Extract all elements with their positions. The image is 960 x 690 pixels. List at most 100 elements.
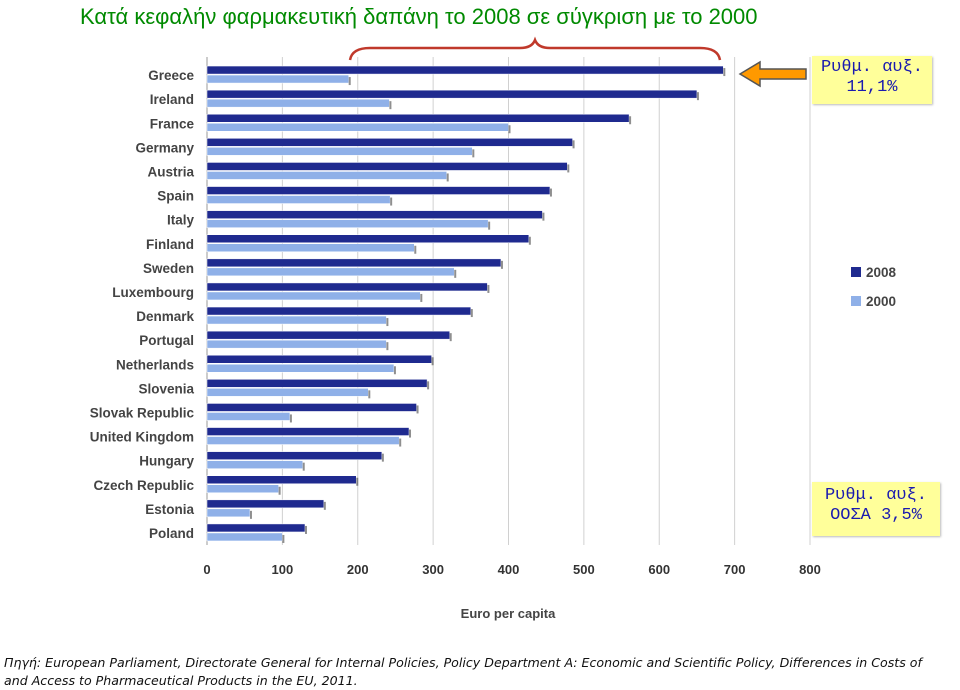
category-labels: Greece Ireland France Germany Austria Spain It…: [90, 68, 195, 541]
oecd-callout-line1: Ρυθμ. αυξ.: [824, 486, 928, 505]
category-label: Italy: [167, 213, 195, 228]
bar-2000-spain: [206, 195, 391, 204]
x-tick-label: 600: [648, 562, 670, 577]
bar-chart: Greece Ireland France Germany Austria Spain It…: [90, 36, 897, 621]
source-note: Πηγή: European Parliament, Directorate G…: [4, 655, 922, 688]
bar-shadow: [302, 462, 305, 471]
bar-shadow: [427, 381, 430, 390]
bar-2000-hungary: [206, 460, 303, 469]
bar-shadow: [488, 221, 491, 230]
bar-shadow: [629, 116, 632, 125]
x-tick-label: 500: [573, 562, 595, 577]
greece-callout-line2: 11,1%: [846, 78, 898, 97]
bar-2008-austria: [206, 162, 568, 171]
oecd-callout-line2: ΟΟΣΑ 3,5%: [830, 506, 922, 525]
x-tick-label: 0: [203, 562, 210, 577]
bar-2000-poland: [206, 532, 283, 542]
category-label: France: [150, 116, 195, 131]
bar-shadow: [696, 92, 699, 101]
bar-shadow: [368, 390, 371, 399]
bar-shadow: [472, 149, 475, 158]
legend-swatch-2000: [851, 296, 861, 306]
bar-2000-austria: [206, 171, 447, 180]
x-tick-label: 300: [422, 562, 444, 577]
page-title: Κατά κεφαλήν φαρμακευτική δαπάνη το 2008…: [80, 4, 758, 29]
bar-2000-czech-republic: [206, 484, 279, 493]
bar-2000-united-kingdom: [206, 436, 400, 445]
bar-2008-italy: [206, 210, 543, 219]
bar-2008-ireland: [206, 89, 698, 99]
bar-2000-luxembourg: [206, 291, 421, 301]
bar-shadow: [393, 366, 396, 375]
bar-2008-luxembourg: [206, 282, 488, 292]
category-label: United Kingdom: [90, 430, 194, 445]
legend-label-2008: 2008: [866, 265, 897, 280]
bar-2000-slovenia: [206, 388, 369, 397]
category-label: Hungary: [139, 454, 194, 469]
x-axis-label: Euro per capita: [461, 606, 556, 621]
legend-swatch-2008: [851, 267, 861, 277]
x-tick-labels: 0 100 200 300 400 500 600 700 800: [203, 562, 820, 577]
greece-callout-line1: Ρυθμ. αυξ.: [820, 58, 924, 77]
bar-2008-france: [206, 114, 630, 123]
bar-2008-slovenia: [206, 379, 428, 388]
bar-2000-finland: [206, 243, 415, 252]
bar-2008-slovak-republic: [206, 403, 417, 412]
bar-2008-greece: [206, 65, 724, 75]
bar-2000-portugal: [206, 339, 387, 349]
x-tick-label: 700: [724, 562, 746, 577]
bar-2000-greece: [206, 74, 349, 84]
bar-shadow: [567, 164, 570, 173]
bar-shadow: [386, 318, 389, 327]
bar-shadow: [420, 293, 423, 302]
bar-shadow: [449, 333, 452, 342]
bar-shadow: [431, 357, 434, 366]
bar-shadow: [304, 525, 307, 534]
bar-shadow: [446, 173, 449, 182]
category-label: Portugal: [139, 333, 194, 348]
bar-shadow: [278, 486, 281, 495]
legend: 2008 2000: [851, 265, 897, 309]
bars: [206, 65, 726, 543]
category-label: Germany: [135, 140, 194, 155]
bar-shadow: [470, 309, 473, 318]
category-label: Sweden: [143, 261, 194, 276]
legend-label-2000: 2000: [866, 294, 896, 309]
category-label: Czech Republic: [93, 478, 194, 493]
category-label: Denmark: [136, 309, 194, 324]
bar-2008-denmark: [206, 306, 472, 316]
bar-shadow: [500, 260, 503, 269]
bar-2008-finland: [206, 234, 530, 243]
category-label: Poland: [149, 526, 194, 541]
bar-shadow: [289, 414, 292, 423]
bar-2000-france: [206, 123, 509, 132]
bar-shadow: [399, 438, 402, 447]
bar-shadow: [356, 477, 359, 486]
bar-2000-germany: [206, 147, 473, 156]
category-label: Ireland: [150, 92, 194, 107]
bar-2008-united-kingdom: [206, 427, 410, 436]
bar-2000-italy: [206, 219, 489, 228]
x-tick-label: 800: [799, 562, 821, 577]
greece-growth-callout: Ρυθμ. αυξ. 11,1%: [812, 56, 932, 104]
category-label: Estonia: [145, 502, 194, 517]
bar-2000-ireland: [206, 98, 390, 108]
bar-shadow: [416, 405, 419, 414]
bar-2008-czech-republic: [206, 475, 357, 484]
x-tick-label: 100: [272, 562, 294, 577]
category-label: Spain: [157, 189, 194, 204]
bar-shadow: [414, 245, 417, 254]
bar-2000-sweden: [206, 267, 455, 277]
bar-shadow: [386, 342, 389, 351]
category-label: Luxembourg: [112, 285, 194, 300]
oecd-growth-callout: Ρυθμ. αυξ. ΟΟΣΑ 3,5%: [812, 482, 940, 536]
bar-shadow: [282, 534, 285, 543]
bar-shadow: [454, 269, 457, 278]
bar-shadow: [409, 429, 412, 438]
callout-arrow: [738, 60, 807, 88]
bar-shadow: [508, 125, 511, 134]
bar-shadow: [323, 501, 326, 510]
growth-brace: [348, 36, 722, 61]
bar-shadow: [348, 77, 351, 86]
bar-shadow: [381, 453, 384, 462]
